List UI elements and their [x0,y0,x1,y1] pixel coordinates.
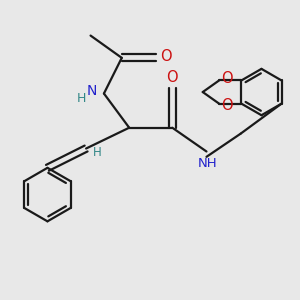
Text: O: O [167,70,178,85]
Text: NH: NH [198,158,218,170]
Text: O: O [160,49,172,64]
Text: H: H [93,146,102,159]
Text: N: N [86,84,97,98]
Text: H: H [77,92,86,105]
Text: O: O [221,71,232,86]
Text: O: O [221,98,232,112]
